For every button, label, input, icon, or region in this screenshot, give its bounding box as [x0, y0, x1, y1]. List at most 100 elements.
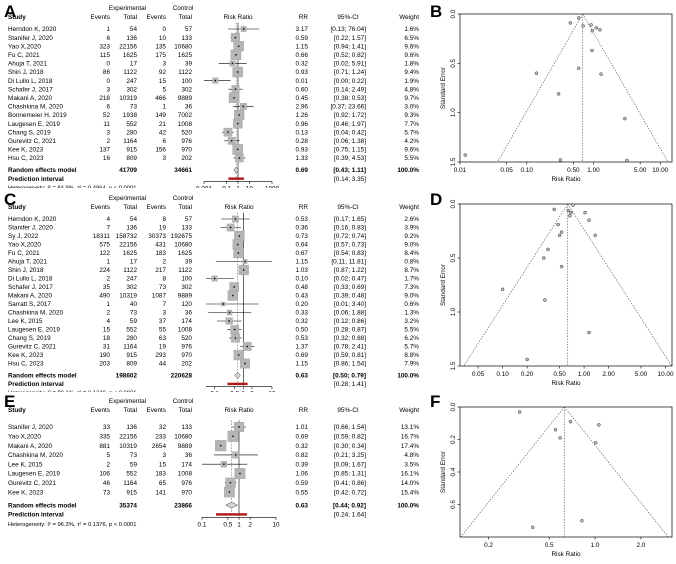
weight-value: 9.3%: [404, 112, 419, 119]
study-name: Yao X,2020: [8, 43, 41, 50]
ci-value: [0.78; 2.41]: [334, 344, 366, 351]
events-exp: 323: [99, 43, 110, 50]
x-tick-label: 1.0: [591, 542, 600, 549]
header-rr: RR: [299, 14, 309, 21]
total-ctl: 57: [185, 216, 193, 223]
ci-value: [0.42; 0.72]: [334, 489, 366, 496]
total-exp: 40: [130, 301, 138, 308]
total-ctl: 36: [185, 104, 193, 111]
header-total-ctl: Total: [179, 407, 193, 414]
total-exp: 552: [126, 121, 137, 128]
rr-value: 0.93: [296, 69, 309, 76]
funnel-left-line: [463, 203, 568, 367]
weight-value: 3.9%: [404, 225, 419, 232]
study-point: [214, 79, 217, 82]
weight-value: 5.5%: [404, 327, 419, 334]
total-ctl: 976: [181, 138, 192, 145]
events-exp: 18: [103, 335, 111, 342]
study-point: [246, 345, 248, 348]
total-exp: 136: [126, 35, 137, 42]
events-ctl: 32: [159, 424, 167, 431]
events-ctl: 3: [162, 452, 166, 459]
x-tick-label: 0.05: [500, 167, 513, 174]
events-exp: 122: [99, 250, 110, 257]
x-tick-label: 10.00: [658, 371, 674, 378]
pooled-ci: [0.44; 0.92]: [333, 502, 366, 509]
total-ctl: 520: [181, 129, 192, 136]
study-point: [242, 28, 245, 30]
x-tick-label: 0.1: [198, 521, 207, 528]
header-study: Study: [8, 14, 26, 21]
header-risk-ratio: Risk Ratio: [224, 407, 254, 414]
funnel-left-line: [497, 13, 584, 163]
pooled-rr: 0.69: [296, 167, 309, 174]
study-point: [587, 330, 591, 335]
weight-value: 8.7%: [404, 267, 419, 274]
total-ctl: 970: [181, 489, 192, 496]
study-point: [552, 207, 556, 212]
prediction-ci: [0.24; 1.64]: [334, 512, 366, 519]
y-axis-label: Standard Error: [440, 263, 447, 306]
ci-value: [0.21; 3.25]: [334, 452, 366, 459]
events-exp: 190: [99, 352, 110, 359]
total-exp: 1122: [123, 267, 137, 274]
events-exp: 490: [99, 293, 110, 300]
study-point: [244, 260, 246, 263]
events-ctl: 8: [162, 216, 166, 223]
pooled-total-ctl: 34661: [174, 167, 192, 174]
x-tick-label: 0.001: [196, 185, 212, 188]
total-ctl: 1625: [178, 52, 193, 59]
events-exp: 1: [106, 259, 110, 266]
total-ctl: 36: [185, 452, 193, 459]
study-point: [587, 218, 591, 222]
study-point: [238, 114, 240, 116]
y-tick-label: 0.5: [450, 253, 457, 262]
ci-value: [0.54; 0.83]: [334, 250, 366, 257]
x-tick-label: 0.5: [230, 391, 239, 392]
total-exp: 280: [126, 129, 137, 136]
rr-value: 0.32: [296, 61, 309, 68]
study-point: [571, 203, 575, 207]
pooled-ci: [0.50; 0.79]: [333, 373, 366, 380]
weight-value: 5.5%: [404, 155, 419, 162]
rr-value: 0.64: [296, 242, 309, 249]
total-ctl: 976: [181, 344, 192, 351]
rr-value: 3.17: [296, 26, 309, 33]
total-exp: 73: [130, 452, 138, 459]
x-tick-label: 2: [248, 521, 252, 528]
events-ctl: 19: [159, 225, 167, 232]
events-exp: 335: [99, 434, 110, 441]
prediction-label: Prediction interval: [8, 176, 64, 183]
header-rr: RR: [299, 204, 309, 211]
study-name: Fu C, 2021: [8, 52, 40, 59]
header-control: Control: [173, 5, 194, 12]
total-exp: 158732: [116, 233, 138, 240]
rr-value: 0.69: [296, 434, 309, 441]
total-ctl: 10680: [174, 434, 192, 441]
rr-value: 0.28: [296, 138, 309, 145]
study-point: [590, 29, 595, 33]
total-exp: 59: [130, 318, 138, 325]
ci-value: [0.37; 23.66]: [330, 104, 366, 111]
ci-value: [0.38; 0.53]: [334, 95, 366, 102]
total-ctl: 133: [181, 35, 192, 42]
rr-value: 0.69: [296, 352, 309, 359]
study-point: [242, 269, 245, 271]
y-axis-label: Standard Error: [440, 450, 447, 493]
events-ctl: 1087: [152, 293, 167, 300]
ci-value: [0.16; 0.83]: [334, 225, 366, 232]
total-exp: 915: [126, 147, 137, 154]
pooled-label: Random effects model: [8, 373, 77, 380]
x-tick-label: 0.1: [222, 185, 231, 188]
total-ctl: 1008: [178, 471, 193, 478]
weight-value: 1.6%: [404, 26, 419, 33]
study-name: Stanifer J, 2020: [8, 225, 53, 232]
study-name: Makani A, 2020: [8, 443, 52, 450]
events-exp: 3: [106, 86, 110, 93]
events-ctl: 0: [162, 26, 166, 33]
funnel-right-line: [582, 13, 669, 163]
x-tick-label: 10: [246, 185, 254, 188]
weight-value: 15.4%: [401, 489, 419, 496]
forest-plot-c: Experimental Control Study Events Total Event…: [8, 195, 419, 392]
pooled-total-exp: 35374: [119, 502, 137, 509]
